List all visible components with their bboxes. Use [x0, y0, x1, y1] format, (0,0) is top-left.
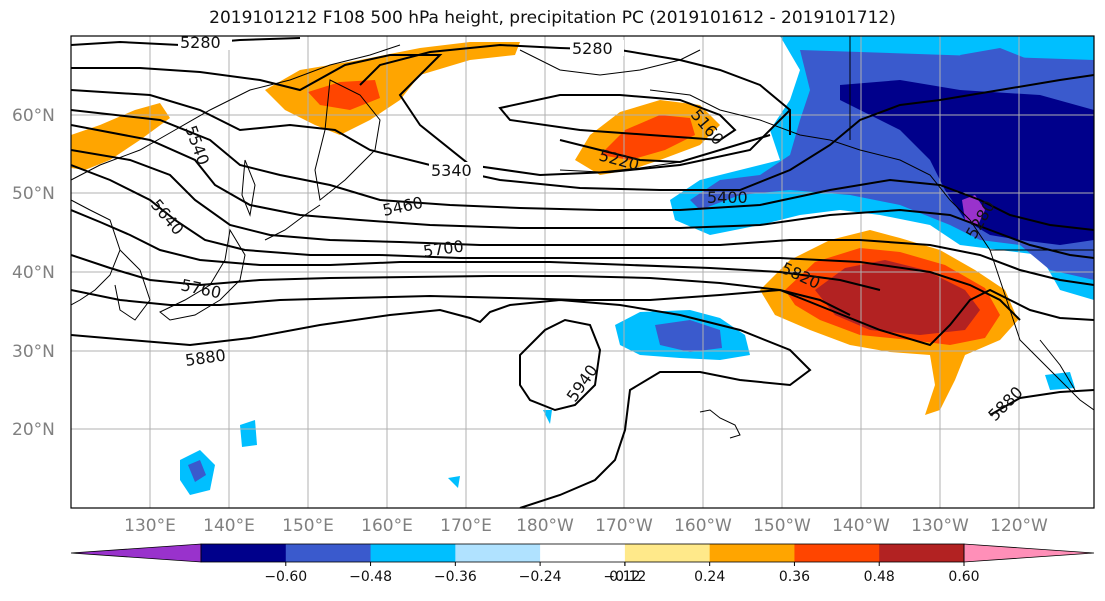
colorbar-label: 0.24: [694, 569, 725, 585]
contour-label: 5280: [572, 39, 613, 58]
colorbar-label: 0.60: [948, 569, 979, 585]
contour-5400: [71, 74, 1094, 191]
colorbar-segment: [285, 544, 372, 562]
coast-alaska: [649, 89, 971, 221]
contour-5760: [71, 254, 851, 316]
colorbar-segment: [794, 544, 880, 562]
contour-label: 5340: [431, 161, 472, 180]
lon-label: 150°E: [282, 516, 334, 536]
lon-label: 120°W: [990, 516, 1048, 536]
coast-hawaii: [699, 409, 741, 439]
contour-5340: [71, 54, 791, 177]
precip-negative-small-ne: [960, 48, 1030, 72]
map-content: 5280 5280 5160 5220 5340 5400 5460 5700 …: [71, 33, 1094, 508]
lat-label: 50°N: [12, 184, 55, 204]
coast-kamchatka: [314, 79, 381, 201]
precip-negative-alaska-dark: [840, 80, 1094, 245]
colorbar-segment: [201, 544, 287, 562]
contour-5520: [71, 124, 1094, 259]
coast-sakhalin: [241, 159, 256, 217]
colorbar-label: −0.60: [264, 569, 307, 585]
colorbar-extend-low: [70, 543, 202, 563]
contour-5220: [559, 134, 771, 164]
lon-label: 180°W: [516, 516, 574, 536]
precip-positive-okhotsk-red: [308, 80, 380, 110]
lon-label: 170°W: [595, 516, 653, 536]
map-frame: [70, 35, 1095, 509]
contour-5880: [71, 298, 812, 508]
precip-negative-small-2: [240, 420, 257, 447]
lon-label: 130°E: [124, 516, 176, 536]
colorbar-segment: [624, 544, 711, 562]
precip-negative-small-5: [448, 476, 460, 488]
colorbar: −0.60 −0.48 −0.36 −0.24 −0.120.12 0.24 0.36 0.4…: [70, 543, 1095, 585]
longitude-labels: 130°E 140°E 150°E 160°E 170°E 180°W 170°…: [124, 516, 1048, 536]
contour-5700: [71, 209, 881, 291]
colorbar-label: −0.36: [434, 569, 477, 585]
colorbar-label: −0.12: [603, 569, 646, 585]
precip-negative-central-dark: [655, 320, 722, 352]
lon-label: 140°W: [832, 516, 890, 536]
lon-label: 170°E: [440, 516, 492, 536]
colorbar-label: −0.48: [349, 569, 392, 585]
lon-label: 130°W: [911, 516, 969, 536]
contour-5160: [498, 94, 737, 142]
height-contours: [71, 37, 1094, 508]
lat-label: 30°N: [12, 342, 55, 362]
lat-label: 60°N: [12, 106, 55, 126]
colorbar-outline: [200, 543, 965, 563]
colorbar-segment: [879, 544, 965, 562]
map-title: 2019101212 F108 500 hPa height, precipit…: [209, 8, 896, 28]
lon-label: 140°E: [203, 516, 255, 536]
contour-label: 5400: [707, 188, 748, 207]
contour-5640: [71, 164, 1021, 321]
colorbar-label: −0.24: [519, 569, 562, 585]
lat-label: 20°N: [12, 420, 55, 440]
coast-baja: [1039, 339, 1076, 391]
precip-negative-small-1-dark: [188, 460, 206, 482]
precip-negative-small-3: [1045, 372, 1075, 390]
coast-japan: [159, 228, 246, 321]
precip-positive-nepac-dark: [815, 260, 980, 335]
lon-label: 160°W: [674, 516, 732, 536]
contour-label: 5280: [180, 33, 221, 52]
contour-5580: [71, 149, 1094, 286]
colorbar-label: 0.36: [779, 569, 810, 585]
coast-korea: [114, 249, 151, 321]
latitude-labels: 60°N 50°N 40°N 30°N 20°N: [12, 106, 55, 440]
contour-5940: [519, 318, 602, 412]
colorbar-segment: [370, 544, 456, 562]
colorbar-segment: [540, 544, 626, 562]
lat-label: 40°N: [12, 263, 55, 283]
colorbar-segment: [709, 544, 795, 562]
coast-asia: [71, 199, 121, 306]
contour-5460: [71, 109, 1094, 231]
colorbar-label: 0.48: [864, 569, 895, 585]
colorbar-extend-high: [963, 543, 1095, 563]
lon-label: 150°W: [753, 516, 811, 536]
colorbar-segment: [455, 544, 541, 562]
coast-chukotka: [519, 49, 701, 76]
contour-5820: [71, 288, 1094, 347]
contour-5880-east: [989, 389, 1094, 416]
lon-label: 160°E: [361, 516, 413, 536]
colorbar-label: 0.12: [609, 569, 640, 585]
